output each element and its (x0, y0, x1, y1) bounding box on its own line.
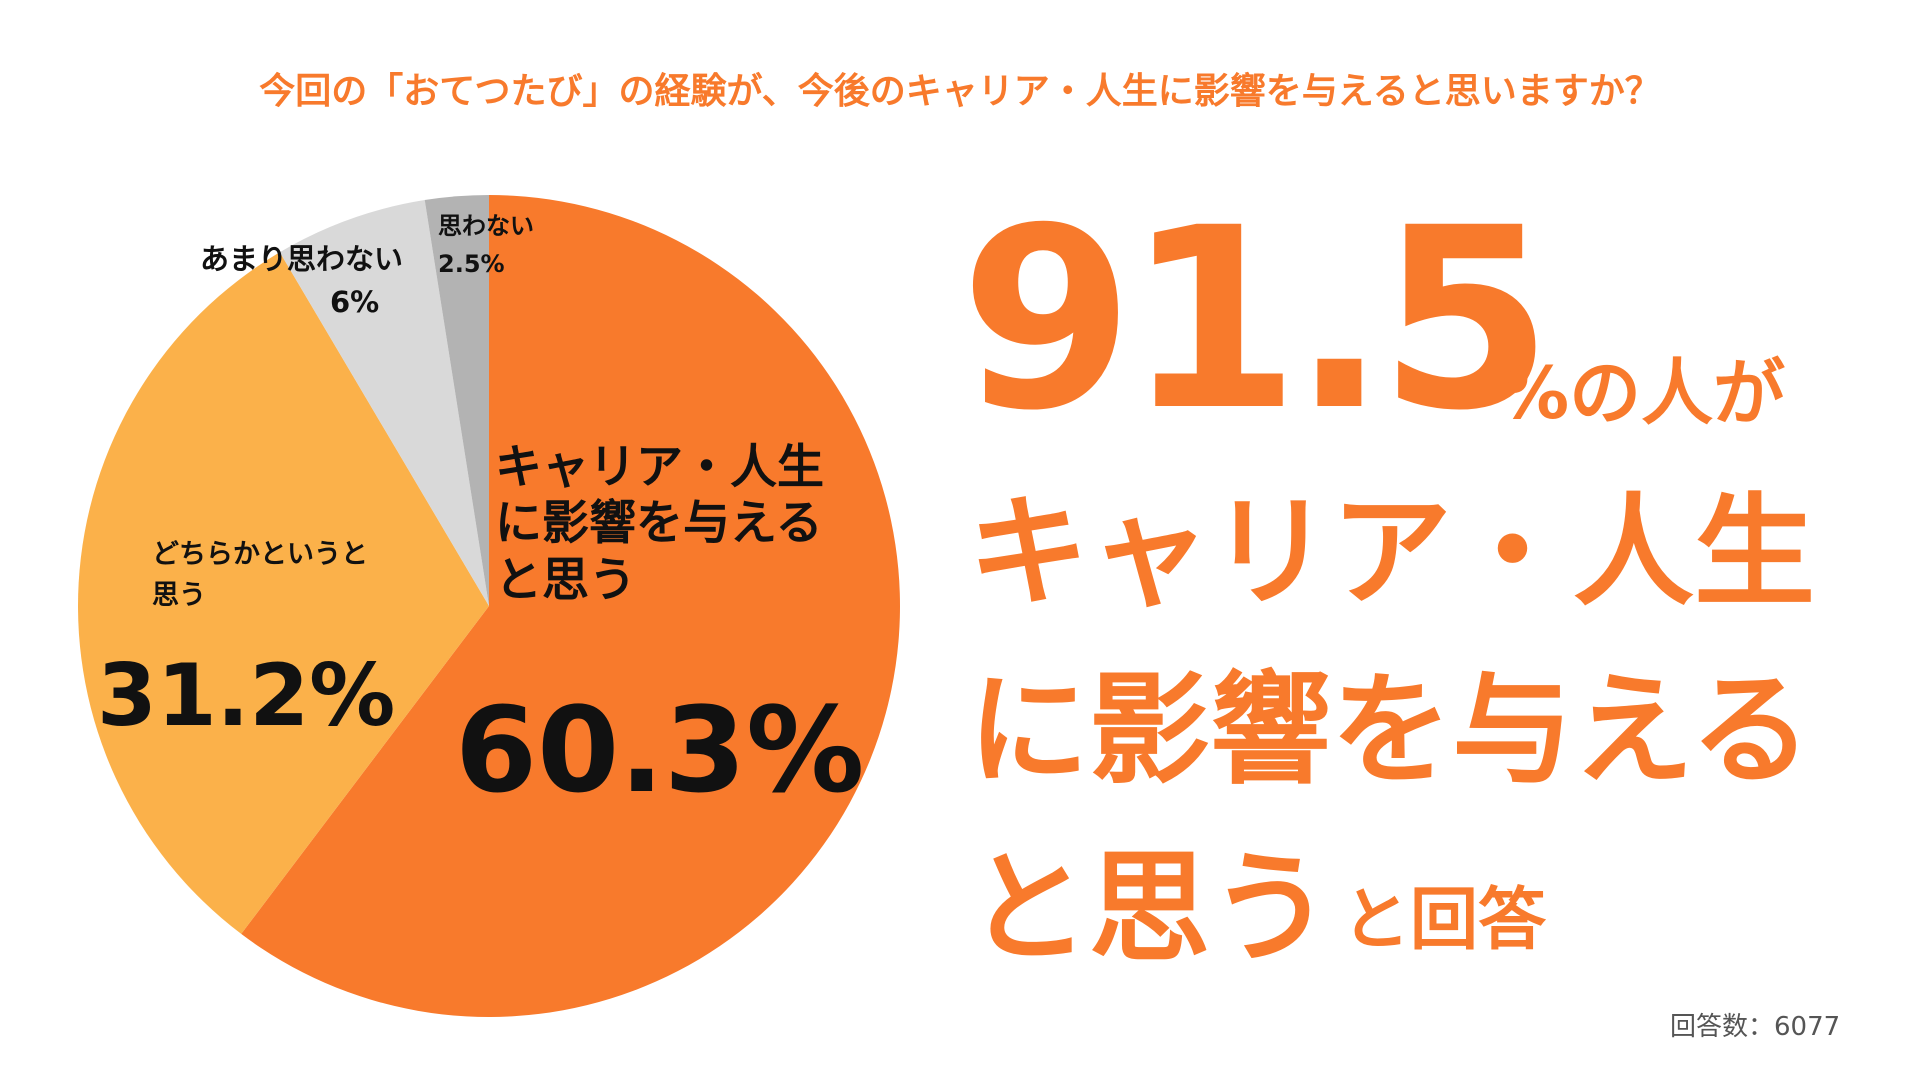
callout-number: 91.5 (960, 174, 1553, 465)
callout-line: と思う (968, 838, 1332, 979)
slice-label: あまり思わない (200, 242, 404, 276)
pie-slice (279, 200, 489, 606)
value-label: 6% (330, 285, 380, 319)
callout-suffix: と回答 (1342, 881, 1547, 960)
callout-line: キャリア・人生 (968, 482, 1816, 623)
callout-unit: %の人が (1497, 351, 1786, 435)
pie-slice (77, 252, 489, 934)
slice-label: キャリア・人生に影響を与えると思う (495, 440, 824, 608)
slice-label: どちらかというと思う (152, 539, 368, 611)
callout-line: に影響を与える (968, 660, 1812, 801)
value-label: 60.3% (455, 681, 865, 819)
note: 回答数：6077 (1670, 1012, 1841, 1042)
slice-label: 思わない (438, 212, 534, 240)
pie-slice (241, 195, 901, 1017)
value-label: 31.2% (97, 646, 396, 746)
chart-title: 今回の「おてつたび」の経験が、今後のキャリア・人生に影響を与えると思いますか？ (259, 71, 1661, 112)
pie-slice (424, 195, 489, 606)
value-label: 2.5% (438, 250, 505, 278)
